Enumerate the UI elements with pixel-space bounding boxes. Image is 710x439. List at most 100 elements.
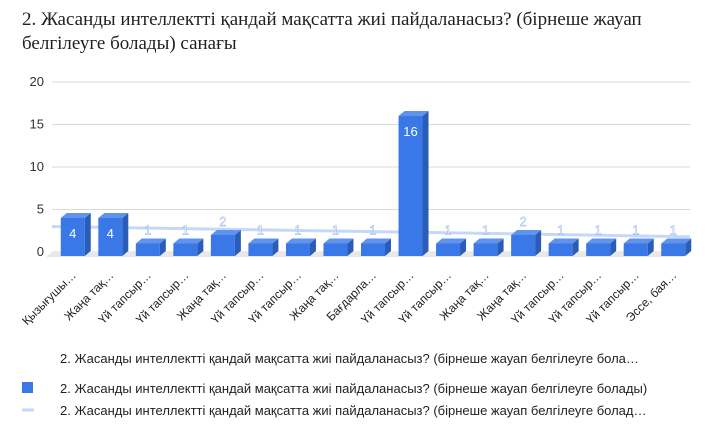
y-tick-label: 10 bbox=[30, 159, 44, 174]
data-label: 1 bbox=[182, 223, 189, 238]
bar-side bbox=[159, 238, 166, 256]
bar-front bbox=[60, 218, 85, 256]
bar-side bbox=[610, 238, 617, 256]
bar-front bbox=[98, 218, 123, 256]
bar-side bbox=[685, 238, 692, 256]
legend-entry-bars: 2. Жасанды интеллектті қандай мақсатта ж… bbox=[22, 381, 647, 396]
bar bbox=[473, 238, 504, 256]
bar bbox=[98, 213, 129, 256]
bar-top bbox=[210, 230, 241, 235]
legend: 2. Жасанды интеллектті қандай мақсатта ж… bbox=[22, 381, 647, 418]
bar-top bbox=[436, 238, 467, 244]
legend-entry-trendline: 2. Жасанды интеллектті қандай мақсатта ж… bbox=[22, 403, 647, 418]
data-label: 4 bbox=[69, 226, 76, 241]
bar bbox=[586, 238, 617, 256]
bar bbox=[248, 238, 279, 256]
trendline-layer bbox=[51, 225, 691, 239]
chart-title: 2. Жасанды интеллектті қандай мақсатта ж… bbox=[22, 9, 642, 54]
y-tick-label: 0 bbox=[37, 244, 44, 259]
bar-top bbox=[398, 111, 429, 116]
bar bbox=[548, 238, 579, 256]
bar bbox=[285, 238, 316, 256]
legend-swatch-bars bbox=[22, 382, 33, 393]
bar bbox=[135, 238, 166, 256]
bar-side bbox=[234, 230, 241, 256]
bar bbox=[436, 238, 467, 256]
bar-side bbox=[347, 238, 354, 256]
y-tick-label: 5 bbox=[37, 202, 44, 217]
data-label: 1 bbox=[294, 223, 301, 238]
bar-side bbox=[422, 111, 429, 256]
bar bbox=[623, 238, 654, 256]
bar-side bbox=[497, 238, 504, 256]
data-label: 1 bbox=[369, 223, 376, 238]
x-axis-title: 2. Жасанды интеллектті қандай мақсатта ж… bbox=[60, 351, 639, 366]
bar-front bbox=[361, 243, 385, 256]
bar-front bbox=[285, 243, 310, 256]
bar-side bbox=[647, 238, 654, 256]
bar bbox=[398, 111, 429, 256]
bar-top bbox=[511, 230, 542, 235]
bar bbox=[60, 213, 91, 256]
bar-front bbox=[623, 243, 648, 256]
bar-top bbox=[285, 238, 316, 244]
bar-top bbox=[473, 238, 504, 244]
bar-side bbox=[385, 238, 391, 256]
bar-front bbox=[436, 243, 461, 256]
bar-front bbox=[586, 243, 611, 256]
data-label: 16 bbox=[403, 124, 417, 139]
bar-side bbox=[197, 238, 204, 256]
bar-top bbox=[173, 238, 204, 244]
data-label: 1 bbox=[670, 223, 677, 238]
bar-top bbox=[60, 213, 91, 218]
bar-front bbox=[398, 116, 423, 256]
bar-top bbox=[623, 238, 654, 244]
bar-top bbox=[661, 238, 692, 244]
bar-top bbox=[135, 238, 166, 244]
bar-side bbox=[122, 213, 129, 256]
bar-side bbox=[535, 230, 542, 256]
bar-top bbox=[548, 238, 579, 244]
legend-label-trendline: 2. Жасанды интеллектті қандай мақсатта ж… bbox=[60, 403, 647, 418]
data-label: 1 bbox=[632, 223, 639, 238]
data-label: 1 bbox=[332, 223, 339, 238]
bar-top bbox=[323, 238, 354, 244]
y-tick-label: 20 bbox=[30, 74, 44, 89]
bar bbox=[661, 238, 692, 256]
bars-layer bbox=[60, 111, 692, 256]
data-label: 1 bbox=[482, 223, 489, 238]
bar-top bbox=[586, 238, 617, 244]
data-label: 2 bbox=[219, 214, 226, 229]
bar-front bbox=[210, 235, 235, 256]
bar-front bbox=[248, 243, 273, 256]
y-tick-label: 15 bbox=[30, 117, 44, 132]
bar-front bbox=[548, 243, 573, 256]
bar-front bbox=[135, 243, 160, 256]
data-label: 1 bbox=[144, 223, 151, 238]
bar-front bbox=[661, 243, 686, 256]
trendline bbox=[51, 225, 691, 239]
bar-front bbox=[511, 235, 536, 256]
bar bbox=[210, 230, 241, 256]
bar-side bbox=[309, 238, 316, 256]
bar-side bbox=[460, 238, 467, 256]
data-label: 1 bbox=[557, 223, 564, 238]
data-label: 4 bbox=[107, 226, 114, 241]
bar-top bbox=[248, 238, 279, 244]
data-label: 2 bbox=[520, 214, 527, 229]
bar-top bbox=[361, 238, 391, 244]
labels-layer: 4 4 1 1 2 1 1 1 1 16 1 1 2 1 1 1 1 bbox=[69, 124, 677, 241]
bar-side bbox=[572, 238, 579, 256]
bar-side bbox=[272, 238, 279, 256]
legend-label-bars: 2. Жасанды интеллектті қандай мақсатта ж… bbox=[60, 381, 647, 396]
bar-front bbox=[323, 243, 348, 256]
bar-top bbox=[98, 213, 129, 218]
bar-front bbox=[473, 243, 498, 256]
bar-side bbox=[84, 213, 91, 256]
bar bbox=[323, 238, 354, 256]
data-label: 1 bbox=[444, 223, 451, 238]
bar-front bbox=[173, 243, 198, 256]
data-label: 1 bbox=[595, 223, 602, 238]
bar bbox=[511, 230, 542, 256]
